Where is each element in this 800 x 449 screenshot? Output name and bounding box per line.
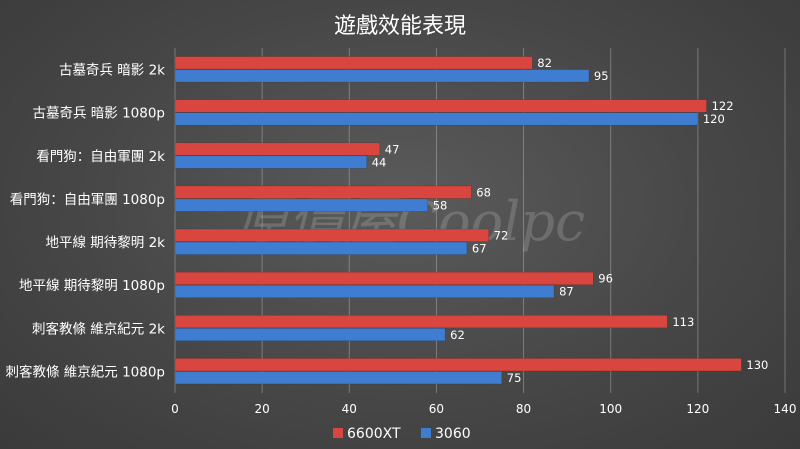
- x-tick-label: 20: [255, 402, 270, 416]
- x-tick-label: 120: [686, 402, 709, 416]
- x-tick-label: 60: [429, 402, 444, 416]
- data-label: 75: [507, 371, 522, 385]
- data-label: 120: [703, 112, 725, 126]
- category-label: 地平線 期待黎明 2k: [46, 235, 166, 251]
- legend: 6600XT 3060: [333, 426, 471, 442]
- legend-swatch-3060: [421, 428, 431, 438]
- category-label: 地平線 期待黎明 1080p: [19, 278, 165, 294]
- legend-label: 6600XT: [347, 426, 401, 442]
- data-label: 72: [494, 229, 509, 243]
- data-label: 68: [476, 185, 491, 199]
- legend-swatch-6600xt: [333, 428, 343, 438]
- category-label: 古墓奇兵 暗影 2k: [59, 62, 165, 79]
- data-label: 44: [372, 155, 387, 169]
- bar-3060: [174, 198, 428, 212]
- data-label: 58: [433, 198, 448, 212]
- data-label: 87: [559, 285, 574, 299]
- chart-title: 遊戲效能表現: [334, 14, 466, 39]
- x-tick-label: 80: [516, 402, 531, 416]
- category-label: 看門狗：自由軍團 2k: [36, 149, 165, 165]
- x-tick-label: 40: [342, 402, 357, 416]
- data-label: 122: [712, 99, 734, 113]
- bar-3060: [174, 69, 590, 83]
- bars: [174, 56, 742, 385]
- bar-6600xt: [174, 185, 472, 199]
- bar-6600xt: [174, 358, 742, 372]
- data-label: 113: [672, 315, 694, 329]
- bar-3060: [174, 241, 468, 255]
- category-label: 刺客教條 維京紀元 1080p: [5, 363, 165, 380]
- bar-3060: [174, 284, 555, 298]
- category-label: 看門狗：自由軍團 1080p: [10, 192, 165, 208]
- bar-6600xt: [174, 99, 707, 113]
- legend-label: 3060: [435, 426, 471, 442]
- category-label: 刺客教條 維京紀元 2k: [32, 320, 165, 337]
- data-label: 47: [385, 142, 400, 156]
- bar-6600xt: [174, 56, 533, 70]
- bar-6600xt: [174, 228, 489, 242]
- bar-6600xt: [174, 142, 381, 156]
- data-label: 67: [472, 242, 487, 256]
- data-label: 130: [746, 358, 768, 372]
- bar-3060: [174, 328, 446, 342]
- data-label: 95: [594, 69, 609, 83]
- bar-3060: [174, 155, 367, 169]
- bar-3060: [174, 371, 503, 385]
- bar-3060: [174, 112, 699, 126]
- bar-6600xt: [174, 315, 668, 329]
- x-tick-label: 100: [599, 402, 622, 416]
- data-label: 96: [598, 272, 613, 286]
- data-label: 62: [450, 328, 465, 342]
- bar-6600xt: [174, 271, 594, 285]
- x-tick-label: 0: [171, 402, 179, 416]
- x-tick-label: 140: [774, 402, 797, 416]
- category-label: 古墓奇兵 暗影 1080p: [32, 105, 165, 122]
- data-label: 82: [537, 56, 552, 70]
